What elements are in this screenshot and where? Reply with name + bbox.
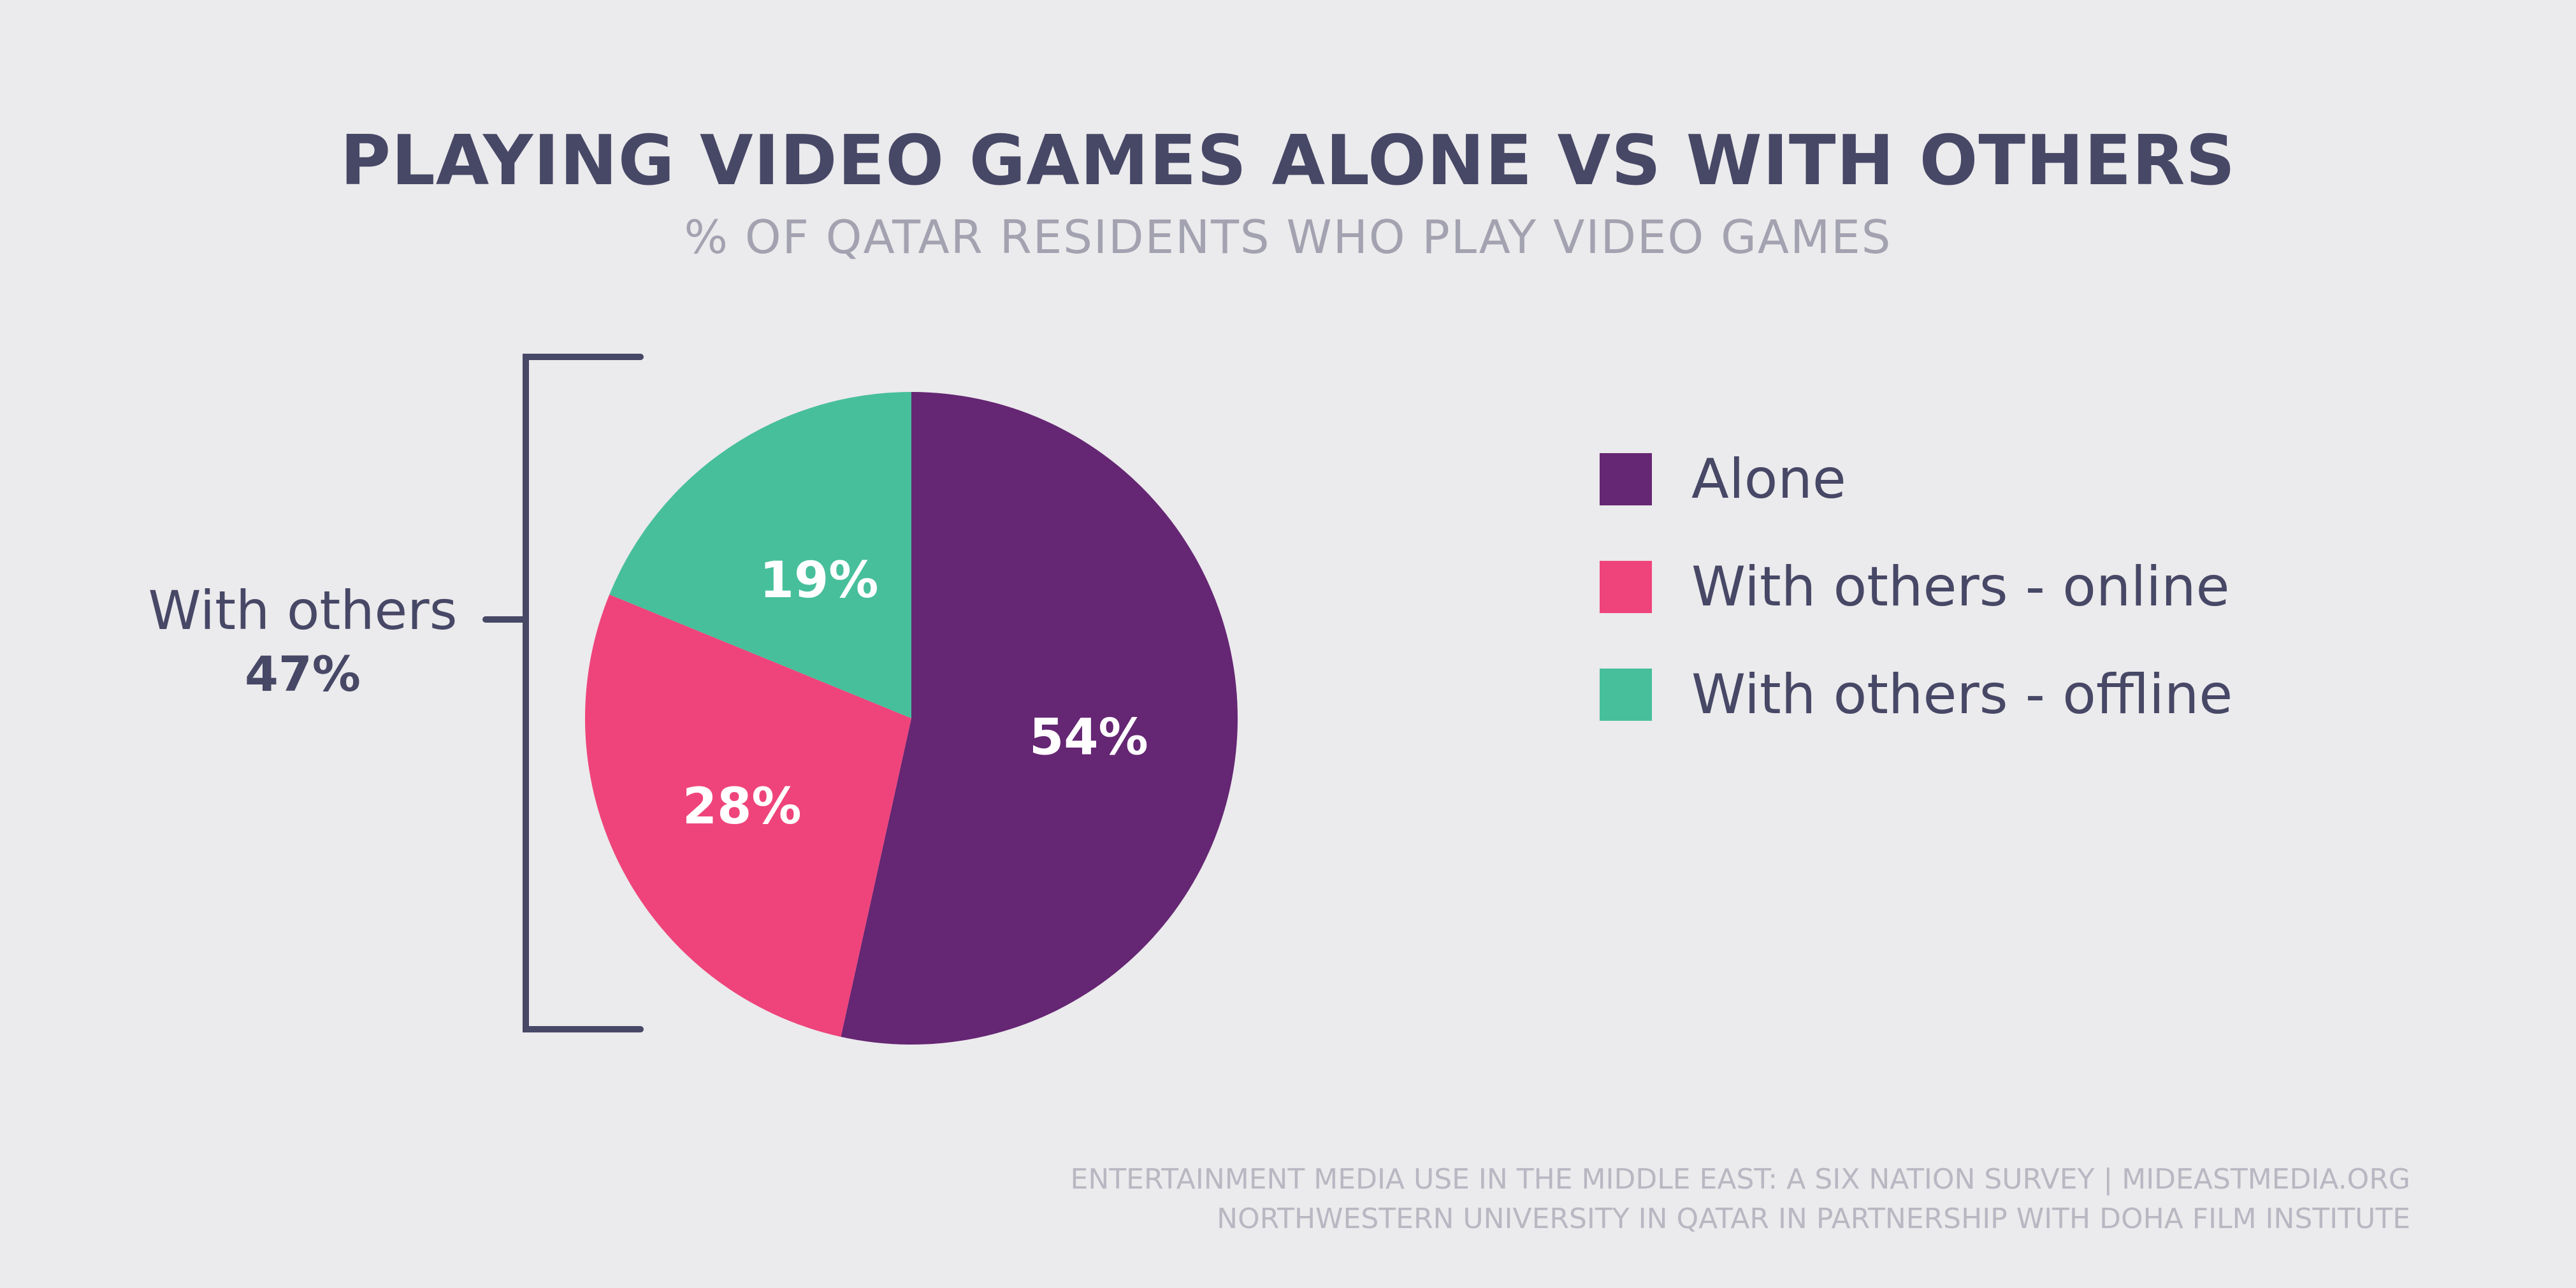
legend-item-offline: With others - offline: [1600, 663, 2232, 727]
pie-slice-label-1: 28%: [683, 778, 802, 836]
legend: Alone With others - online With others -…: [1600, 447, 2232, 776]
pie-slice-2: [609, 392, 911, 718]
with-others-annotation: With others 47%: [115, 579, 491, 706]
legend-item-alone: Alone: [1600, 447, 2232, 511]
legend-label-online: With others - online: [1691, 555, 2230, 619]
pie-slice-label-2: 19%: [760, 552, 879, 609]
chart-title: PLAYING VIDEO GAMES ALONE VS WITH OTHERS: [340, 121, 2236, 201]
pie-slice-labels: 54% 28% 19%: [683, 552, 1148, 836]
legend-swatch-online: [1600, 561, 1652, 613]
legend-swatch-offline: [1600, 669, 1652, 721]
with-others-bracket: [482, 354, 644, 1032]
legend-swatch-alone: [1600, 453, 1652, 505]
source-footer: ENTERTAINMENT MEDIA USE IN THE MIDDLE EA…: [1071, 1160, 2410, 1239]
with-others-value: 47%: [245, 646, 361, 702]
pie-slices: [585, 392, 1238, 1045]
source-line-2: NORTHWESTERN UNIVERSITY IN QATAR IN PART…: [1217, 1203, 2410, 1235]
chart-subtitle: % OF QATAR RESIDENTS WHO PLAY VIDEO GAME…: [684, 210, 1892, 264]
legend-label-alone: Alone: [1691, 447, 1846, 511]
source-line-1: ENTERTAINMENT MEDIA USE IN THE MIDDLE EA…: [1070, 1163, 2410, 1196]
legend-item-online: With others - online: [1600, 555, 2232, 619]
pie-slice-1: [585, 594, 911, 1037]
pie-slice-0: [841, 392, 1238, 1045]
legend-label-offline: With others - offline: [1691, 663, 2233, 727]
with-others-label: With others: [148, 579, 458, 642]
pie-slice-label-0: 54%: [1029, 709, 1148, 766]
